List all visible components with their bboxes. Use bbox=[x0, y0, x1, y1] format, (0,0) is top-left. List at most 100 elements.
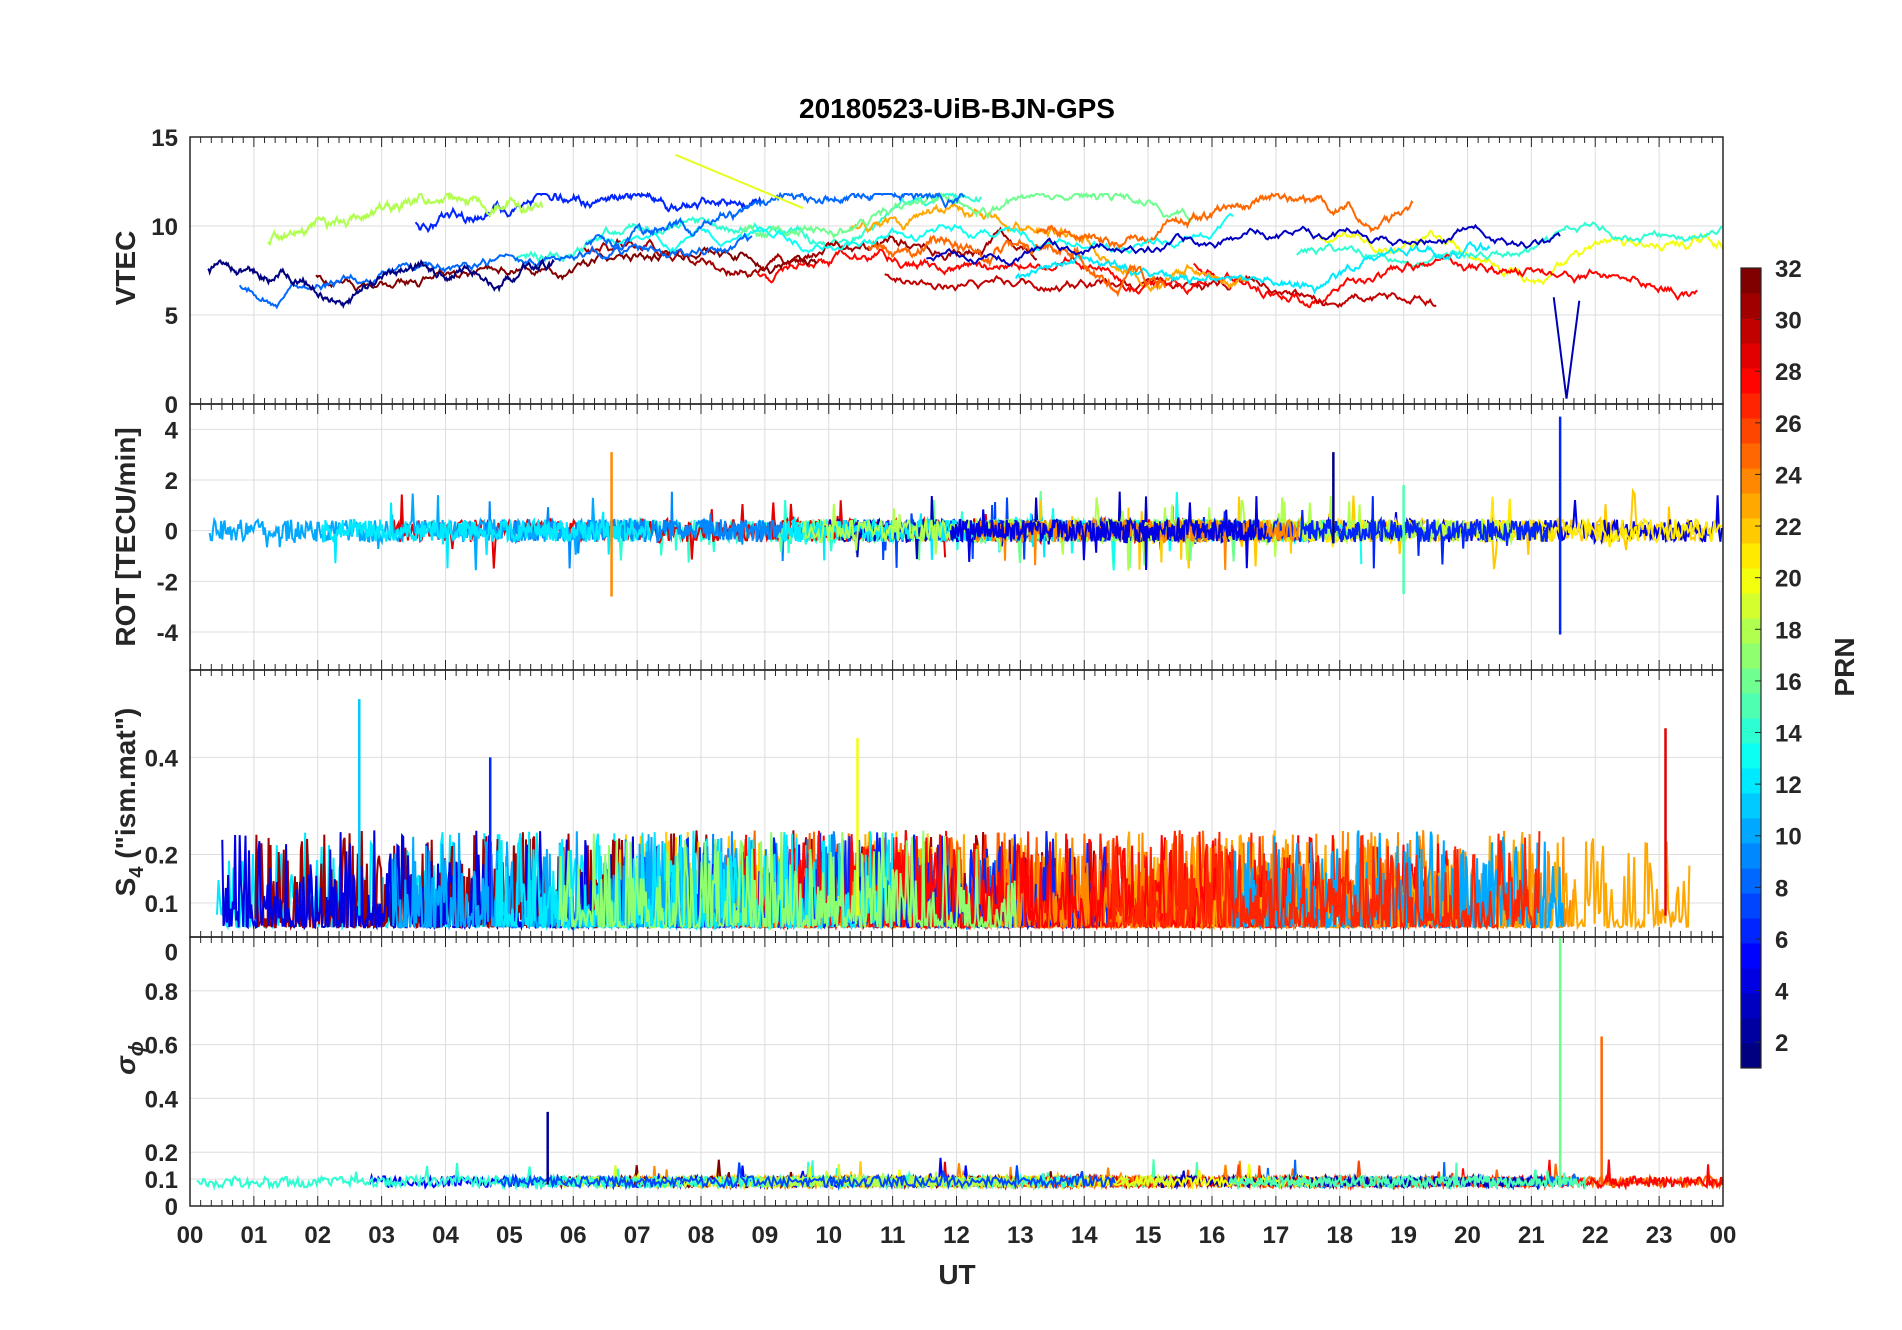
colorbar-band bbox=[1741, 543, 1761, 569]
colorbar-tick-label: 20 bbox=[1775, 566, 1802, 593]
colorbar-band bbox=[1741, 893, 1761, 919]
colorbar-tick-label: 18 bbox=[1775, 617, 1802, 644]
y-tick-label: 0.8 bbox=[145, 979, 178, 1006]
series-line bbox=[849, 202, 1249, 293]
series-line bbox=[1318, 229, 1724, 286]
series-line bbox=[238, 232, 753, 310]
sigma-ylabel: σϕ bbox=[110, 1041, 148, 1075]
colorbar-tick-label: 2 bbox=[1775, 1030, 1788, 1057]
colorbar-tick-label: 32 bbox=[1775, 256, 1802, 283]
colorbar-band bbox=[1741, 793, 1761, 819]
x-tick-label: 23 bbox=[1646, 1222, 1673, 1249]
panel-sigma: 00.10.20.40.60.8 bbox=[145, 936, 1724, 1221]
x-tick-label: 10 bbox=[815, 1222, 842, 1249]
colorbar-band bbox=[1741, 618, 1761, 644]
y-tick-label: 10 bbox=[151, 214, 178, 241]
colorbar-band bbox=[1741, 468, 1761, 494]
x-tick-label: 07 bbox=[624, 1222, 651, 1249]
colorbar-band bbox=[1741, 593, 1761, 619]
colorbar-band bbox=[1741, 693, 1761, 719]
series-line bbox=[1014, 240, 1491, 295]
series-line bbox=[1192, 496, 1553, 569]
series-line bbox=[1228, 1162, 1588, 1191]
s4-ylabel-rest: ("ism.mat") bbox=[110, 708, 141, 867]
y-tick-label: 0 bbox=[165, 940, 178, 967]
series-line bbox=[497, 1162, 1116, 1192]
x-tick-label: 01 bbox=[241, 1222, 268, 1249]
y-tick-label: 0.4 bbox=[145, 745, 179, 772]
colorbar-band bbox=[1741, 768, 1761, 794]
colorbar-band bbox=[1741, 493, 1761, 519]
y-tick-label: -4 bbox=[157, 620, 179, 647]
vtec-dip-line bbox=[1552, 297, 1581, 399]
colorbar-tick-label: 14 bbox=[1775, 721, 1802, 748]
x-tick-label: 14 bbox=[1071, 1222, 1098, 1249]
colorbar-band bbox=[1741, 443, 1761, 469]
series-line bbox=[949, 496, 1267, 571]
x-tick-label: 02 bbox=[304, 1222, 331, 1249]
rot-ylabel: ROT [TECU/min] bbox=[110, 427, 141, 646]
panel-vtec: 0 5 10 15 bbox=[151, 125, 1724, 419]
colorbar-tick-label: 16 bbox=[1775, 669, 1802, 696]
colorbar-tick-label: 8 bbox=[1775, 875, 1788, 902]
colorbar-tick-label: 6 bbox=[1775, 927, 1788, 954]
panel-rot: -4 -2 0 2 4 bbox=[157, 403, 1724, 671]
colorbar-band bbox=[1741, 668, 1761, 694]
x-tick-label: 15 bbox=[1135, 1222, 1162, 1249]
series-line bbox=[757, 248, 1207, 296]
series-line bbox=[1178, 830, 1691, 932]
series-line bbox=[867, 234, 1167, 298]
series-line bbox=[605, 212, 1234, 255]
x-tick-label: 05 bbox=[496, 1222, 523, 1249]
panel-s4: 0 0.1 0.2 0.4 bbox=[145, 669, 1724, 967]
colorbar-band bbox=[1741, 643, 1761, 669]
y-tick-label: 0.1 bbox=[145, 891, 178, 918]
colorbar-band bbox=[1741, 268, 1761, 294]
x-tick-label: 00 bbox=[177, 1222, 204, 1249]
series-line bbox=[320, 502, 651, 569]
colorbar-label: PRN bbox=[1829, 637, 1860, 696]
series-line bbox=[884, 273, 1437, 309]
x-tick-label: 13 bbox=[1007, 1222, 1034, 1249]
colorbar-tick-label: 30 bbox=[1775, 308, 1802, 335]
x-tick-label: 12 bbox=[943, 1222, 970, 1249]
series-line bbox=[926, 223, 1561, 267]
colorbar-frame bbox=[1740, 267, 1762, 1069]
series-line bbox=[1193, 253, 1698, 309]
colorbar-band bbox=[1741, 293, 1761, 319]
x-tick-label: 19 bbox=[1390, 1222, 1417, 1249]
x-tick-label: 22 bbox=[1582, 1222, 1609, 1249]
colorbar-band bbox=[1741, 818, 1761, 844]
x-tick-label: 18 bbox=[1326, 1222, 1353, 1249]
colorbar-band bbox=[1741, 868, 1761, 894]
series-line bbox=[207, 258, 555, 310]
colorbar-band bbox=[1741, 993, 1761, 1019]
s4-ylabel-main: S bbox=[110, 878, 141, 897]
colorbar-band bbox=[1741, 368, 1761, 394]
x-tick-label: 11 bbox=[880, 1222, 905, 1249]
x-tick-label: 16 bbox=[1199, 1222, 1226, 1249]
colorbar-tick-label: 28 bbox=[1775, 359, 1802, 386]
y-tick-label: 2 bbox=[165, 468, 178, 495]
y-tick-label: 0 bbox=[165, 519, 178, 546]
y-tick-label: 4 bbox=[165, 417, 179, 444]
colorbar-band bbox=[1741, 393, 1761, 419]
series-line bbox=[584, 191, 966, 252]
x-tick-label: 17 bbox=[1263, 1222, 1290, 1249]
colorbar-tick-label: 26 bbox=[1775, 411, 1802, 438]
x-tick-label: 21 bbox=[1518, 1222, 1545, 1249]
y-tick-label: 0 bbox=[165, 1194, 178, 1221]
colorbar-tick-label: 4 bbox=[1775, 979, 1789, 1006]
x-tick-label: 04 bbox=[432, 1222, 459, 1249]
vtec-ylabel: VTEC bbox=[110, 231, 141, 306]
y-tick-label: 0.2 bbox=[145, 842, 178, 869]
colorbar-band bbox=[1741, 743, 1761, 769]
x-tick-label: 03 bbox=[368, 1222, 395, 1249]
colorbar-band bbox=[1741, 318, 1761, 344]
colorbar-band bbox=[1741, 968, 1761, 994]
colorbar-tick-label: 22 bbox=[1775, 514, 1802, 541]
y-tick-label: 0.4 bbox=[145, 1086, 179, 1113]
colorbar-band bbox=[1741, 918, 1761, 944]
colorbar-band bbox=[1741, 1043, 1761, 1069]
